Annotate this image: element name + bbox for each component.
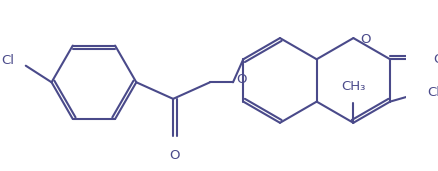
- Text: O: O: [360, 33, 371, 46]
- Text: O: O: [169, 149, 179, 162]
- Text: Cl: Cl: [426, 86, 438, 99]
- Text: O: O: [432, 53, 438, 66]
- Text: O: O: [236, 73, 247, 86]
- Text: Cl: Cl: [2, 54, 15, 67]
- Text: CH₃: CH₃: [340, 80, 365, 93]
